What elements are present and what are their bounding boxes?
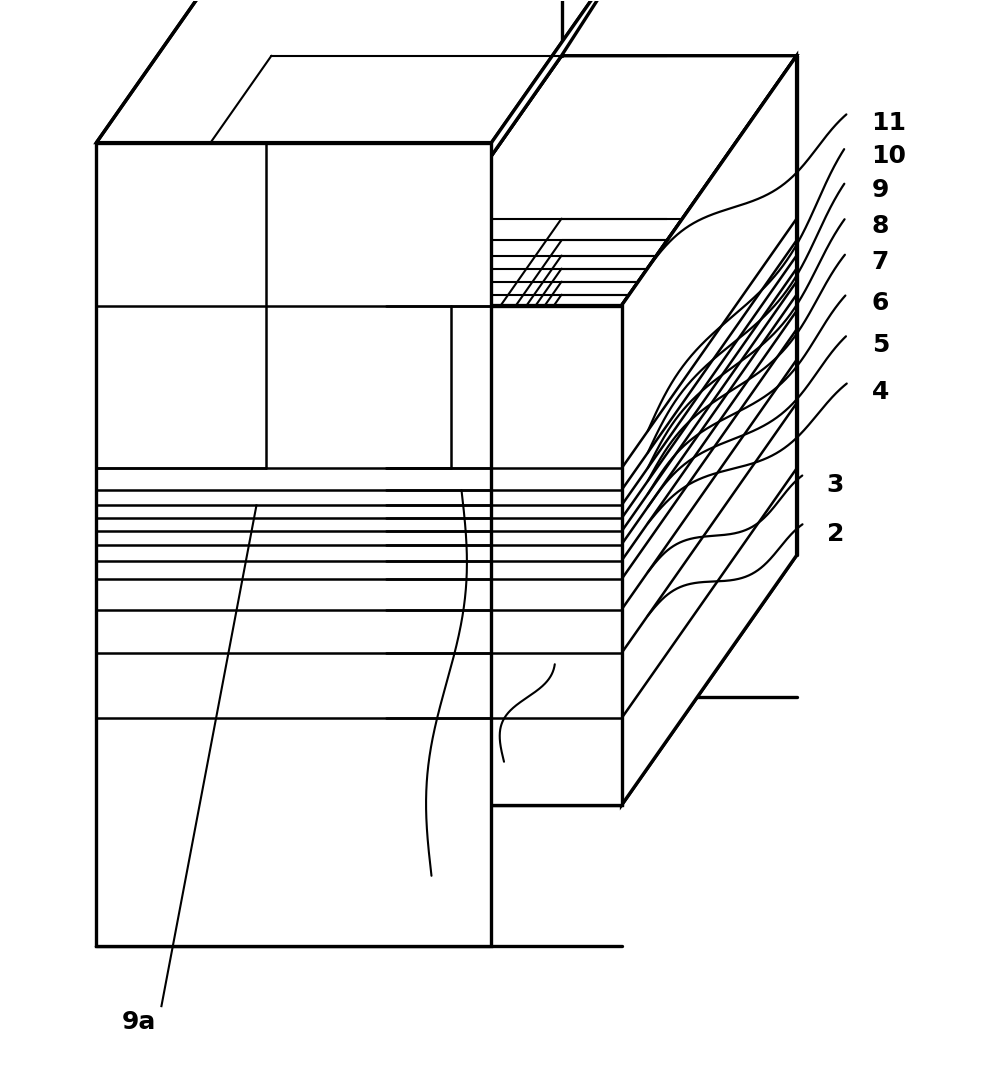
Text: 2: 2 <box>826 522 843 546</box>
Polygon shape <box>386 306 621 805</box>
Text: 9a: 9a <box>121 1011 155 1035</box>
Text: 4: 4 <box>871 380 888 404</box>
Text: 11: 11 <box>871 111 906 135</box>
Polygon shape <box>386 56 796 306</box>
Text: 5: 5 <box>871 332 888 356</box>
Text: 6a: 6a <box>391 885 426 909</box>
Polygon shape <box>621 56 796 805</box>
Text: 8: 8 <box>871 215 888 238</box>
Polygon shape <box>386 0 666 306</box>
Text: 7: 7 <box>871 250 888 274</box>
Polygon shape <box>96 0 666 143</box>
Text: 9: 9 <box>871 179 888 203</box>
Text: 3: 3 <box>826 473 843 497</box>
Polygon shape <box>96 143 491 946</box>
Text: 10: 10 <box>871 144 906 168</box>
Text: 1: 1 <box>561 647 578 671</box>
Text: 6: 6 <box>871 292 888 316</box>
